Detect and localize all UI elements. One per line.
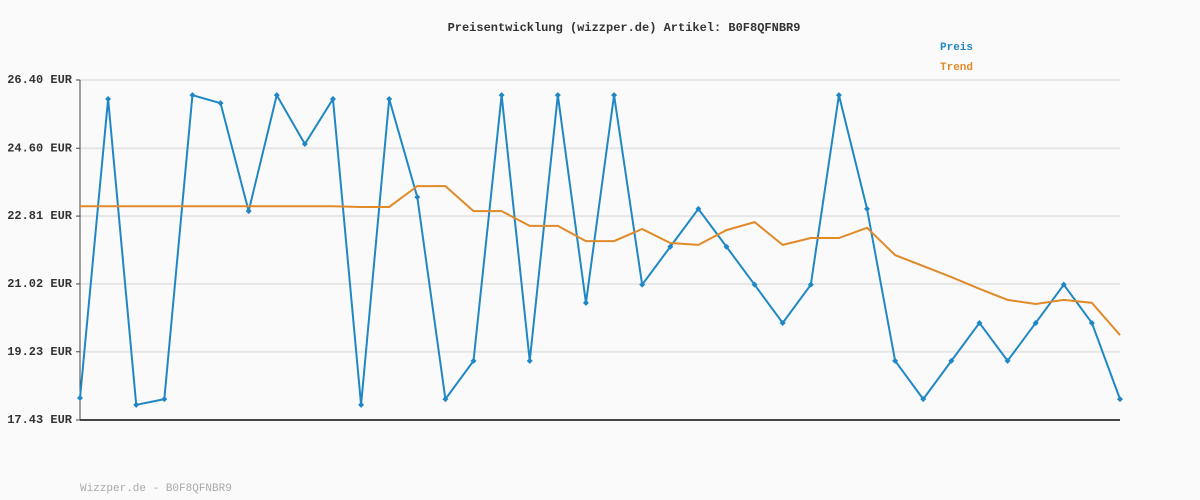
y-tick-label: 17.43 EUR — [7, 413, 73, 427]
point-marker — [301, 141, 308, 148]
point-marker — [245, 208, 252, 215]
chart-title: Preisentwicklung (wizzper.de) Artikel: B… — [448, 21, 801, 35]
point-marker — [695, 205, 702, 212]
point-marker — [133, 401, 140, 408]
point-marker — [948, 357, 955, 364]
point-marker — [1117, 396, 1123, 403]
point-marker — [217, 100, 224, 107]
y-tick-label: 24.60 EUR — [7, 141, 73, 155]
point-marker — [414, 194, 421, 201]
point-marker — [358, 401, 365, 408]
point-marker — [892, 357, 899, 364]
point-marker — [920, 396, 927, 403]
point-marker — [386, 95, 393, 102]
point-marker — [1004, 357, 1011, 364]
point-marker — [189, 92, 196, 99]
y-tick-label: 21.02 EUR — [7, 277, 73, 291]
point-marker — [273, 92, 280, 99]
point-marker — [835, 92, 842, 99]
point-marker — [498, 92, 505, 99]
legend-label: Trend — [940, 62, 973, 74]
point-marker — [751, 281, 758, 288]
point-marker — [526, 357, 533, 364]
series-line — [80, 185, 1121, 336]
point-marker — [611, 92, 618, 99]
point-marker — [1088, 319, 1095, 326]
point-marker — [779, 319, 786, 326]
point-marker — [329, 95, 336, 102]
point-marker — [77, 395, 83, 402]
footer: Wizzper.de - B0F8QFNBR9 — [80, 483, 232, 495]
point-marker — [864, 205, 871, 212]
y-tick-label: 19.23 EUR — [7, 345, 73, 359]
point-marker — [1032, 319, 1039, 326]
point-marker — [976, 319, 983, 326]
point-marker — [554, 92, 561, 99]
y-tick-label: 26.40 EUR — [7, 73, 73, 87]
point-marker — [723, 243, 730, 250]
legend-label: Preis — [940, 42, 973, 54]
y-tick-label: 22.81 EUR — [7, 209, 73, 223]
point-marker — [582, 299, 589, 306]
point-marker — [1060, 281, 1067, 288]
point-marker — [639, 281, 646, 288]
point-marker — [161, 396, 168, 403]
point-marker — [667, 243, 674, 250]
point-marker — [470, 357, 477, 364]
series-line — [79, 92, 1121, 407]
point-marker — [105, 95, 112, 102]
point-marker — [807, 281, 814, 288]
point-marker — [442, 396, 449, 403]
